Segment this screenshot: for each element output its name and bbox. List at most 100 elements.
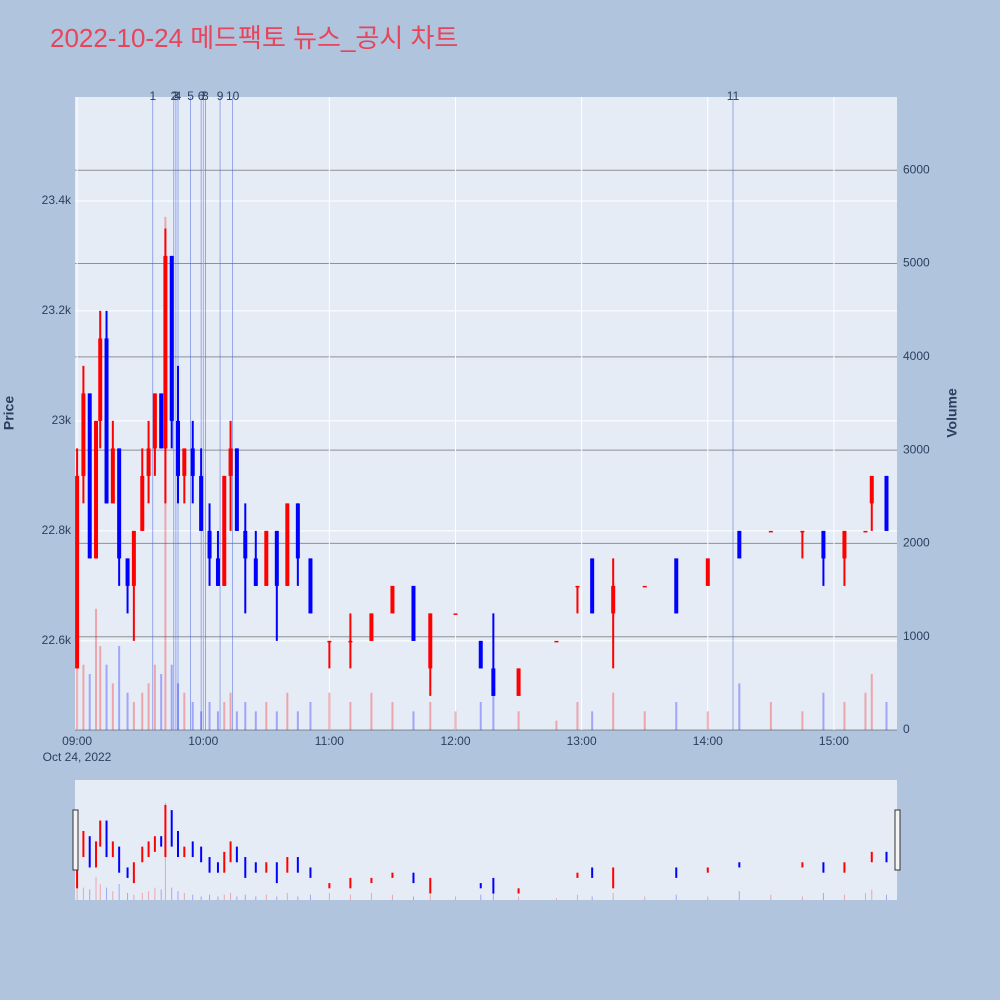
volume-bar xyxy=(191,702,194,730)
news-label: 11 xyxy=(727,89,740,103)
candle-body xyxy=(199,475,204,531)
candle-body xyxy=(190,448,195,476)
volume-bar xyxy=(328,692,331,730)
y-tick-label: 23k xyxy=(52,413,72,427)
candle-body xyxy=(737,530,742,559)
mini-volume-bar xyxy=(171,887,173,900)
candle-body xyxy=(590,558,595,614)
candle-body xyxy=(369,613,374,641)
volume-bar xyxy=(479,702,482,730)
x-tick-label: 15:00 xyxy=(819,734,849,748)
volume-bar xyxy=(801,711,804,730)
mini-volume-bar xyxy=(89,889,91,900)
slider-handle[interactable] xyxy=(72,809,79,871)
plot-area xyxy=(75,97,897,730)
volume-bar xyxy=(118,646,121,730)
mini-volume-bar xyxy=(230,892,232,900)
mini-volume-bar xyxy=(244,894,246,900)
volume-bar xyxy=(492,692,495,730)
range-slider[interactable] xyxy=(75,780,897,900)
mini-volume-bar xyxy=(555,898,557,900)
volume-bar xyxy=(275,711,278,730)
volume-bar xyxy=(160,674,163,730)
date-label: Oct 24, 2022 xyxy=(43,750,112,764)
candle-body xyxy=(146,448,151,476)
volume-bar xyxy=(286,692,289,730)
candle-body xyxy=(285,503,290,586)
candle-body xyxy=(104,338,109,504)
mini-volume-bar xyxy=(286,892,288,900)
news-label: 9 xyxy=(217,89,224,103)
candle-body xyxy=(575,585,580,588)
y2-tick-label: 4000 xyxy=(903,349,930,363)
volume-bar xyxy=(576,702,579,730)
candle-body xyxy=(169,255,174,421)
mini-volume-bar xyxy=(118,884,120,900)
volume-bar xyxy=(885,702,888,730)
mini-volume-bar xyxy=(644,896,646,900)
mini-volume-bar xyxy=(612,892,614,900)
candle-body xyxy=(125,558,130,586)
mini-volume-bar xyxy=(183,892,185,900)
volume-bar xyxy=(349,702,352,730)
mini-volume-bar xyxy=(133,894,135,900)
volume-bar xyxy=(254,711,257,730)
mini-volume-bar xyxy=(297,896,299,900)
candle-body xyxy=(516,668,521,696)
mini-volume-bar xyxy=(177,891,179,900)
volume-bar xyxy=(170,664,173,730)
candle-body xyxy=(863,530,868,533)
candle-body xyxy=(207,530,212,559)
candle-body xyxy=(228,448,233,476)
volume-bar xyxy=(370,692,373,730)
candle-body xyxy=(131,530,136,586)
volume-bar xyxy=(391,702,394,730)
candle-body xyxy=(768,530,773,533)
mini-volume-bar xyxy=(223,894,225,900)
mini-volume-bar xyxy=(429,894,431,900)
volume-bar xyxy=(82,664,85,730)
news-label: 6 xyxy=(198,89,205,103)
candle-body xyxy=(98,338,103,421)
candle-body xyxy=(390,585,395,614)
x-tick-label: 10:00 xyxy=(188,734,218,748)
x-tick-label: 12:00 xyxy=(441,734,471,748)
mini-volume-bar xyxy=(707,896,709,900)
candle-body xyxy=(159,393,164,449)
volume-bar xyxy=(555,720,558,730)
volume-bar xyxy=(200,711,203,730)
candle-body xyxy=(295,503,300,559)
mini-volume-bar xyxy=(885,894,887,900)
volume-bar xyxy=(265,702,268,730)
mini-volume-bar xyxy=(871,889,873,900)
candle-body xyxy=(705,558,710,586)
mini-volume-bar xyxy=(480,894,482,900)
mini-volume-bar xyxy=(276,896,278,900)
candle-body xyxy=(274,530,279,586)
candle-body xyxy=(674,558,679,614)
volume-bar xyxy=(706,711,709,730)
candle-body xyxy=(453,613,458,615)
mini-volume-bar xyxy=(265,894,267,900)
mini-volume-bar xyxy=(160,889,162,900)
mini-volume-bar xyxy=(822,892,824,900)
slider-handle[interactable] xyxy=(894,809,901,871)
mini-volume-bar xyxy=(349,894,351,900)
volume-bar xyxy=(208,702,211,730)
volume-bar xyxy=(111,683,114,730)
candle-body xyxy=(243,530,248,559)
volume-bar xyxy=(412,711,415,730)
mini-volume-bar xyxy=(864,892,866,900)
volume-bar xyxy=(612,692,615,730)
volume-bar xyxy=(244,702,247,730)
candle-body xyxy=(800,530,805,533)
y-axis-title: Price xyxy=(1,396,17,430)
news-label: 10 xyxy=(226,89,240,103)
mini-volume-bar xyxy=(148,891,150,900)
volume-bar xyxy=(738,683,741,730)
volume-bar xyxy=(235,711,238,730)
volume-bar xyxy=(126,692,129,730)
y-tick-label: 23.2k xyxy=(42,303,72,317)
mini-volume-bar xyxy=(209,894,211,900)
